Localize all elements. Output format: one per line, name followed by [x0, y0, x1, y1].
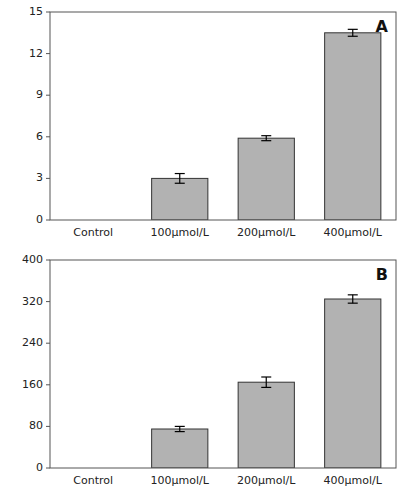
plot-background [50, 260, 396, 468]
bar [152, 429, 208, 468]
y-tick [46, 343, 50, 344]
panel-label: B [376, 265, 388, 284]
y-tick [46, 178, 50, 179]
y-tick-label: 240 [22, 336, 43, 349]
error-bar-stem [179, 426, 180, 431]
x-tick-label: 400μmol/L [324, 474, 383, 487]
error-bar-cap [348, 29, 358, 30]
y-tick-label: 80 [29, 419, 43, 432]
x-tick-label: 400μmol/L [324, 226, 383, 239]
y-tick [46, 260, 50, 261]
page: {"chart_data": [ {"type": "bar", "title"… [0, 0, 408, 500]
chart-svg: 0 3 6 9 12 15 Control 100μmol/L 200μmol/L 400μmol… [0, 0, 408, 500]
bar [238, 138, 294, 220]
y-tick-label: 160 [22, 378, 43, 391]
y-tick-label: 6 [36, 130, 43, 143]
panel-label: A [376, 17, 389, 36]
error-bar-stem [266, 136, 267, 141]
error-bar [348, 295, 358, 303]
y-tick [46, 468, 50, 469]
plot-frame [50, 260, 396, 468]
bar [325, 299, 381, 468]
error-bar-stem [179, 174, 180, 184]
bar [152, 178, 208, 220]
x-tick-label: 100μmol/L [151, 226, 210, 239]
y-tick-label: 0 [36, 461, 43, 474]
error-bar-cap [348, 294, 358, 295]
y-tick-label: 0 [36, 213, 43, 226]
y-tick [46, 426, 50, 427]
marks [152, 29, 381, 220]
error-bar-cap [175, 431, 185, 432]
error-bar [175, 426, 185, 431]
x-tick-label: 200μmol/L [237, 474, 296, 487]
error-bar-cap [348, 36, 358, 37]
error-bar-cap [348, 303, 358, 304]
panel: 0 3 6 9 12 15 Control 100μmol/L 200μmol/L 400μmol… [29, 5, 396, 239]
x-tick-label: Control [73, 474, 113, 487]
x-tick-label: 100μmol/L [151, 474, 210, 487]
x-tick-label: Control [73, 226, 113, 239]
y-tick [46, 136, 50, 137]
y-tick-label: 15 [29, 5, 43, 18]
error-bar-cap [175, 426, 185, 427]
plot-frame [50, 12, 396, 220]
error-bar-cap [261, 140, 271, 141]
chart-container: 0 3 6 9 12 15 Control 100μmol/L 200μmol/L 400μmol… [0, 0, 408, 500]
y-tick [46, 12, 50, 13]
panel: 0 80 160 240 320 400 Control 100μmol/L 200μmol/L… [22, 253, 396, 487]
y-tick [46, 301, 50, 302]
error-bar [261, 136, 271, 141]
marks [152, 295, 381, 468]
y-tick-label: 12 [29, 47, 43, 60]
bar [238, 382, 294, 468]
y-tick [46, 384, 50, 385]
y-tick-label: 3 [36, 171, 43, 184]
error-bar-cap [261, 387, 271, 388]
error-bar [175, 174, 185, 184]
error-bar [261, 377, 271, 387]
error-bar-cap [175, 173, 185, 174]
error-bar-stem [352, 29, 353, 36]
error-bar [348, 29, 358, 36]
y-tick-label: 320 [22, 295, 43, 308]
y-tick-label: 9 [36, 88, 43, 101]
error-bar-cap [261, 135, 271, 136]
y-tick [46, 220, 50, 221]
y-tick [46, 95, 50, 96]
y-tick [46, 53, 50, 54]
error-bar-cap [175, 183, 185, 184]
bar [325, 33, 381, 220]
x-tick-label: 200μmol/L [237, 226, 296, 239]
error-bar-stem [352, 295, 353, 303]
plot-background [50, 12, 396, 220]
y-tick-label: 400 [22, 253, 43, 266]
error-bar-stem [266, 377, 267, 387]
error-bar-cap [261, 376, 271, 377]
